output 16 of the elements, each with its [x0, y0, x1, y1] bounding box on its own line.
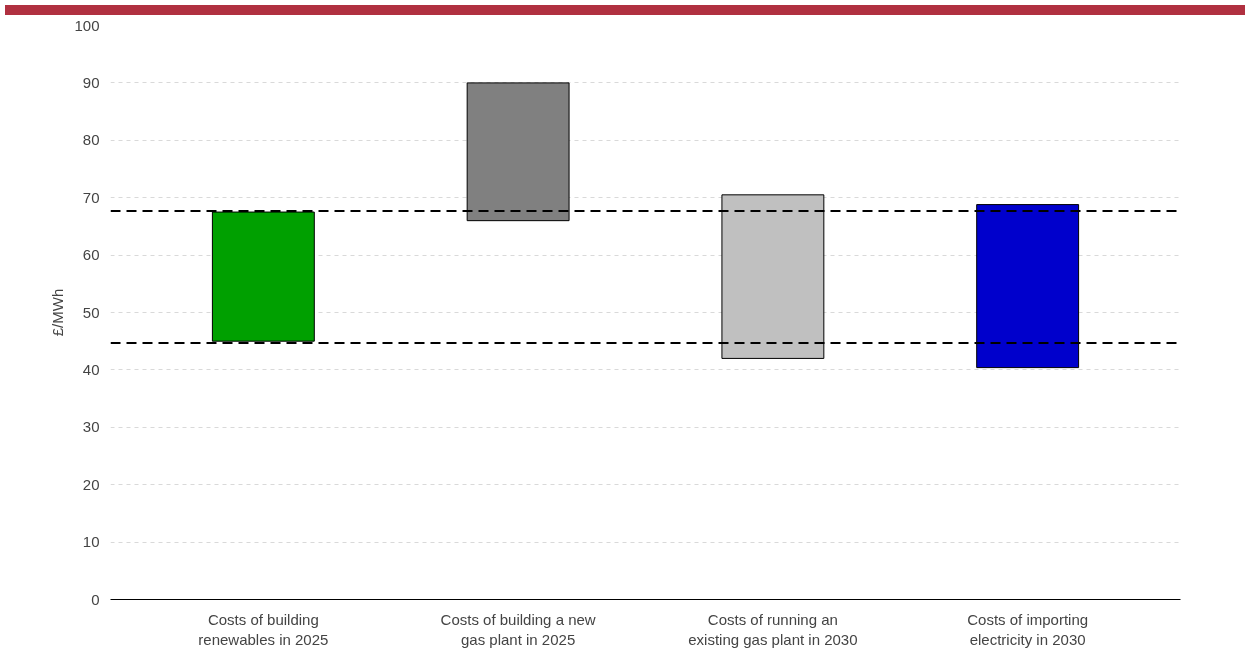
y-tick-label: 60 [82, 246, 100, 264]
x-tick-label: Costs of importing electricity in 2030 [967, 610, 1089, 648]
y-tick-label: 30 [82, 418, 100, 436]
x-tick-label: Costs of building a new gas plant in 2025 [440, 610, 596, 648]
y-tick-label: 100 [74, 16, 100, 34]
x-tick-label: Costs of building renewables in 2025 [198, 610, 329, 648]
y-tick-label: 70 [82, 188, 100, 206]
y-tick-label: 0 [91, 590, 100, 608]
y-tick-label: 50 [82, 303, 100, 321]
y-tick-label: 20 [82, 475, 100, 493]
y-tick-label: 10 [82, 533, 100, 551]
y-tick-label: 80 [82, 131, 100, 149]
y-tick-label: 90 [82, 73, 100, 91]
y-axis-title: £/MWh [49, 288, 67, 337]
y-tick-label: 40 [82, 360, 100, 378]
x-tick-label: Costs of running an existing gas plant in 2030 [688, 610, 858, 648]
